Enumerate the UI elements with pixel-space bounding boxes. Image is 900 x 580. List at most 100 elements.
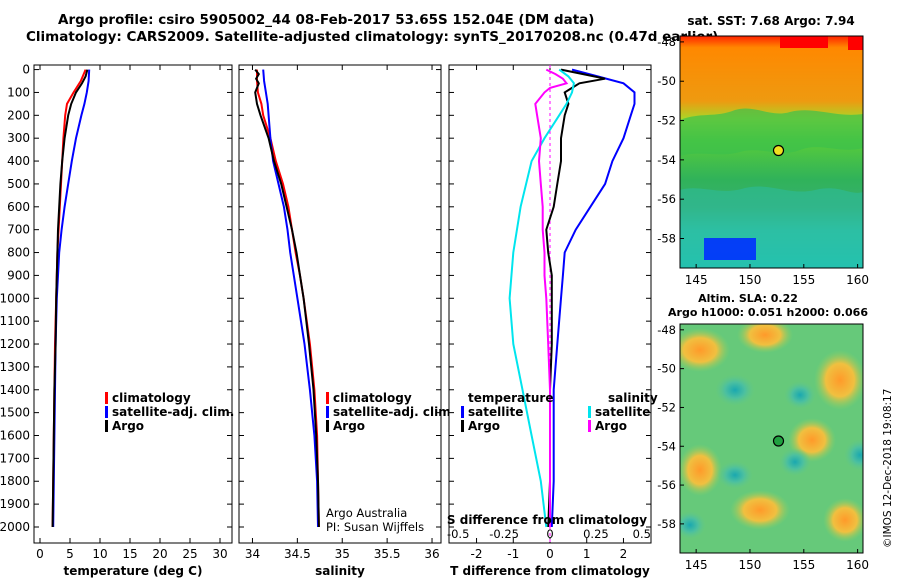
difference-line-tsatellite: [550, 68, 636, 528]
s-tick-label: 0.5: [633, 527, 651, 541]
sst-front: [680, 108, 863, 156]
s-axis-label: S difference from climatology: [447, 513, 647, 527]
sla-anomaly-cool: [717, 461, 753, 489]
map-y-tick-label: -48: [657, 323, 676, 337]
y-tick-label: 100: [7, 85, 30, 99]
legend-title: temperature: [468, 391, 553, 405]
legend-swatch: [461, 406, 464, 418]
argo-float-marker: [772, 435, 785, 447]
map-x-tick-label: 145: [685, 558, 708, 572]
y-tick-label: 1800: [0, 474, 30, 488]
x-tick-label: 10: [92, 547, 107, 561]
legend-swatch: [588, 406, 591, 418]
map-y-tick-label: -52: [657, 114, 676, 128]
legend-title: salinity: [608, 391, 658, 405]
legend-label: satellite: [595, 405, 650, 419]
s-tick-label: -0.5: [447, 527, 469, 541]
map-x-tick-label: 150: [739, 558, 762, 572]
map-x-tick-label: 145: [685, 273, 708, 287]
sla-anomaly-cool: [715, 374, 755, 406]
x-tick-label: 2: [620, 547, 628, 561]
y-tick-label: 0: [22, 63, 30, 77]
sla-map-subtitle: Argo h1000: 0.051 h2000: 0.066: [668, 306, 868, 319]
legend-swatch: [461, 420, 464, 432]
s-tick-label: 0: [546, 527, 553, 541]
x-tick-label: 15: [122, 547, 137, 561]
difference-panel: -2 -1 0 1 2 T difference from climatology -0.5…: [447, 64, 658, 578]
figure-title-line1: Argo profile: csiro 5905002_44 08-Feb-20…: [58, 12, 595, 28]
sla-anomaly-warm: [680, 444, 722, 496]
x-axis-label: T difference from climatology: [450, 564, 650, 578]
sla-map-axes: 145 150 155 160 -48 -50 -52 -54 -56 -58: [657, 323, 869, 572]
map-x-tick-label: 155: [792, 558, 815, 572]
legend-swatch: [326, 406, 329, 418]
map-y-tick-label: -54: [657, 439, 676, 453]
x-tick-label: 0: [546, 547, 554, 561]
difference-line-targo: [545, 68, 606, 528]
y-tick-label: 200: [7, 108, 30, 122]
y-tick-label: 400: [7, 154, 30, 168]
temperature-panel: 0 5 10 15 20 25 300100200300400500600700800900…: [0, 63, 234, 578]
map-y-tick-label: -58: [657, 517, 676, 531]
sla-anomaly-cool: [680, 511, 706, 539]
s-tick-label: 0.25: [583, 527, 609, 541]
legend-label: Argo: [333, 419, 365, 433]
map-y-tick-label: -54: [657, 153, 676, 167]
salinity-panel: 34 34.5 35 35.5 36 salinity climatologysatelli…: [238, 64, 455, 578]
figure-title-line2: Climatology: CARS2009. Satellite-adjuste…: [26, 29, 719, 45]
x-tick-label: 5: [66, 547, 74, 561]
legend-swatch: [105, 420, 108, 432]
map-y-tick-label: -56: [657, 478, 676, 492]
legend-label: climatology: [112, 391, 191, 405]
legend-label: Argo: [468, 419, 500, 433]
map-y-tick-label: -50: [657, 74, 676, 88]
legend-label: satellite: [468, 405, 523, 419]
x-tick-label: 35: [335, 547, 350, 561]
x-tick-label: 34.5: [284, 547, 311, 561]
map-x-tick-label: 150: [739, 273, 762, 287]
salinity-line-satelliteadjclim: [262, 69, 319, 528]
map-x-tick-label: 160: [846, 558, 869, 572]
difference-line-ssatellite: [508, 68, 575, 528]
legend-swatch: [326, 420, 329, 432]
map-x-tick-label: 160: [846, 273, 869, 287]
legend-label: satellite-adj. clim.: [112, 405, 234, 419]
s-tick-label: -0.25: [489, 527, 519, 541]
x-tick-label: 35.5: [374, 547, 401, 561]
legend-label: Argo: [112, 419, 144, 433]
sst-map-frame: [679, 35, 864, 269]
sla-anomaly-cool: [784, 381, 816, 409]
legend-swatch: [105, 392, 108, 404]
x-tick-label: 30: [212, 547, 227, 561]
y-tick-label: 1900: [0, 497, 30, 511]
x-tick-label: 1: [583, 547, 591, 561]
sst-map: sat. SST: 7.68 Argo: 7.94 145 150 155 160 -4…: [657, 14, 869, 287]
x-axis-label: salinity: [315, 564, 365, 578]
sla-map: Altim. SLA: 0.22 Argo h1000: 0.051 h2000…: [657, 292, 869, 572]
y-tick-label: 2000: [0, 520, 30, 534]
legend-swatch: [588, 420, 591, 432]
map-y-tick-label: -52: [657, 400, 676, 414]
legend-label: climatology: [333, 391, 412, 405]
x-tick-label: 0: [36, 547, 44, 561]
argo-annotation: Argo Australia: [326, 506, 407, 520]
map-y-tick-label: -48: [657, 35, 676, 49]
map-y-tick-label: -56: [657, 192, 676, 206]
y-tick-label: 1500: [0, 406, 30, 420]
x-tick-label: 20: [152, 547, 167, 561]
sla-anomaly-warm: [823, 498, 863, 542]
temperature-line-argo: [51, 69, 89, 528]
sla-anomaly-warm: [737, 324, 793, 353]
x-tick-label: 25: [182, 547, 197, 561]
y-tick-label: 1400: [0, 383, 30, 397]
sst-map-axes: 145 150 155 160 -48 -50 -52 -54 -56 -58: [657, 35, 869, 287]
y-tick-label: 1600: [0, 429, 30, 443]
legend-label: Argo: [595, 419, 627, 433]
sla-anomaly-warm: [680, 328, 730, 372]
x-tick-label: -2: [471, 547, 483, 561]
y-tick-label: 800: [7, 246, 30, 260]
argo-annotation: PI: Susan Wijffels: [326, 520, 424, 534]
x-axis-label: temperature (deg C): [64, 564, 203, 578]
